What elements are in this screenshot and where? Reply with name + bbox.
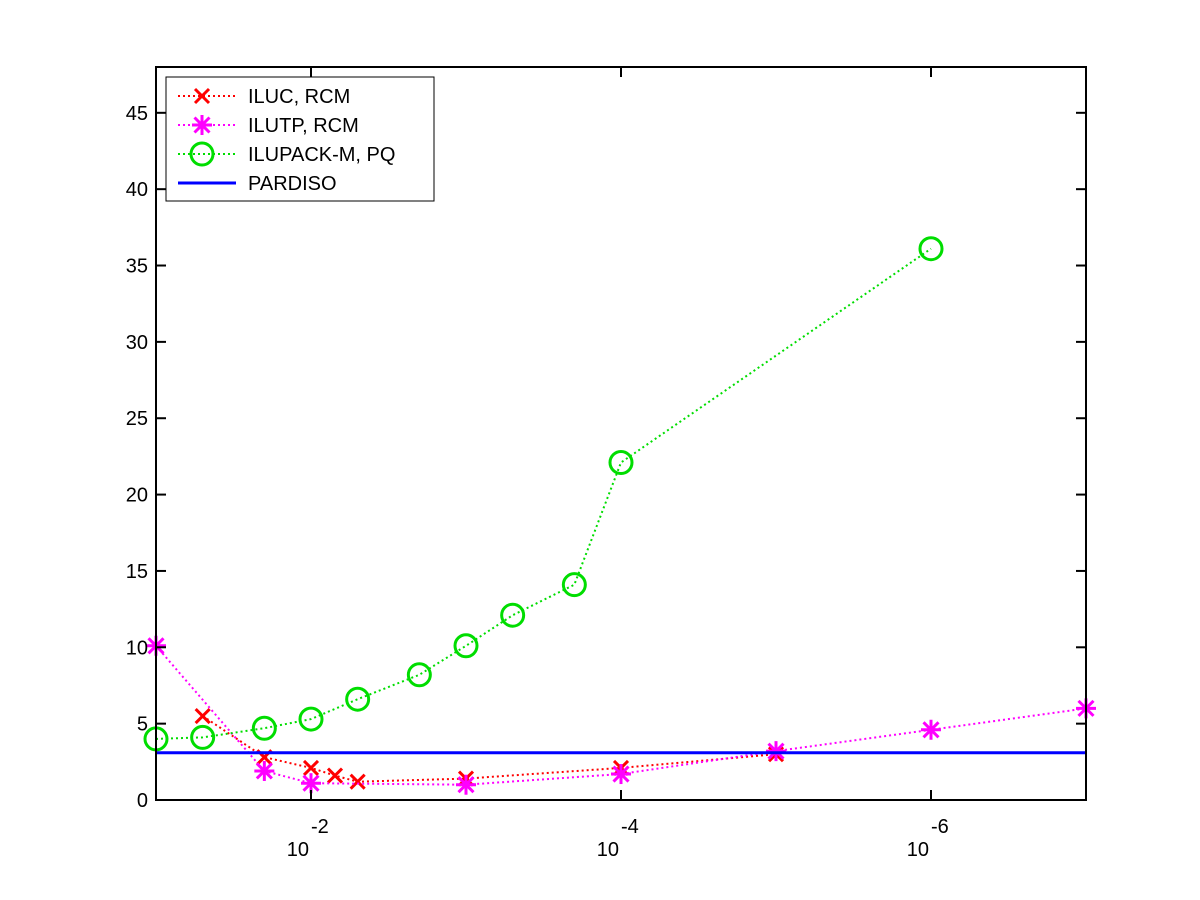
data-point-s0-2: [302, 759, 320, 776]
x-tick-label-base-1: 10: [597, 839, 619, 861]
legend-label-2: ILUPACK-M, PQ: [248, 144, 395, 166]
data-point-s2-9-ring: [608, 450, 634, 476]
legend-marker-2: [189, 141, 215, 167]
y-tick-label-0: 0: [137, 790, 148, 812]
data-point-s1-6: [921, 719, 941, 740]
x-tick-label-base-0: 10: [287, 839, 309, 861]
data-point-s2-3-ring: [298, 706, 324, 732]
data-point-s2-1: [190, 724, 216, 750]
data-point-s1-5: [766, 741, 786, 762]
x-tick-label-base-2: 10: [907, 839, 929, 861]
legend-label-0: ILUC, RCM: [248, 86, 350, 108]
legend-label-1: ILUTP, RCM: [248, 115, 359, 137]
data-point-s0-4-stroke-b: [349, 773, 366, 790]
data-point-s1-3-stroke-d: [457, 776, 475, 794]
series-line-2: [155, 247, 932, 740]
x-tick-label-exp-2: -6: [931, 816, 949, 838]
data-point-s2-7-ring: [500, 602, 526, 628]
x-tick-label-1: 10-4: [597, 816, 639, 861]
data-point-s2-6: [453, 633, 479, 659]
data-point-s0-0-stroke-b: [194, 707, 211, 725]
data-point-s1-4-stroke-d: [612, 765, 630, 783]
y-tick-label-5: 25: [126, 408, 148, 430]
legend-marker-2-ring: [189, 141, 215, 167]
data-point-s1-1-stroke-d: [255, 762, 273, 780]
legend-label-3: PARDISO: [248, 173, 337, 195]
data-point-s1-2: [301, 773, 321, 794]
y-tick-label-6: 30: [126, 332, 148, 354]
data-point-s2-3: [298, 706, 324, 732]
legend-marker-0: [193, 87, 211, 105]
data-point-s1-3: [456, 774, 476, 795]
data-point-s1-1: [254, 760, 275, 781]
legend-marker-1-stroke-d: [193, 116, 211, 134]
data-point-s0-4: [349, 773, 366, 790]
y-tick-label-1: 5: [137, 714, 148, 736]
data-point-s2-2: [251, 715, 277, 741]
legend-item-0: ILUC, RCM: [178, 86, 350, 108]
data-point-s2-10: [918, 236, 944, 262]
y-tick-label-7: 35: [126, 256, 148, 278]
data-point-s0-0: [194, 707, 211, 725]
x-tick-label-exp-0: -2: [311, 816, 329, 838]
data-point-s0-3: [326, 767, 344, 784]
x-tick-label-0: 10-2: [287, 816, 329, 861]
data-point-s1-2-stroke-d: [302, 774, 320, 792]
data-point-s2-9: [608, 450, 634, 476]
legend: ILUC, RCM ILUTP, RCM ILUPACK-M, PQ PARDISO: [165, 76, 435, 202]
y-tick-label-8: 40: [126, 179, 148, 201]
legend-item-2: ILUPACK-M, PQ: [178, 141, 395, 167]
data-point-s1-6-stroke-d: [922, 721, 940, 739]
x-tick-label-2: 10-6: [907, 816, 949, 861]
data-point-s2-6-ring: [453, 633, 479, 659]
y-tick-label-2: 10: [126, 637, 148, 659]
data-point-s2-8-ring: [561, 572, 587, 598]
y-tick-label-9: 45: [126, 103, 148, 125]
x-tick-label-exp-1: -4: [621, 816, 639, 838]
data-point-s1-5-stroke-d: [767, 742, 785, 760]
data-point-s2-7: [500, 602, 526, 628]
y-tick-label-4: 20: [126, 485, 148, 507]
data-point-s2-5: [406, 662, 432, 688]
data-point-s2-5-ring: [406, 662, 432, 688]
legend-box: [165, 76, 435, 202]
data-point-s2-4: [345, 686, 371, 712]
y-tick-label-3: 15: [126, 561, 148, 583]
data-point-s1-4: [611, 764, 631, 785]
data-point-s0-3-stroke-b: [326, 767, 344, 784]
data-point-s2-10-ring: [918, 236, 944, 262]
series-line-1: [155, 645, 1087, 786]
data-point-s2-1-ring: [190, 724, 216, 750]
legend-marker-1: [192, 115, 212, 135]
legend-marker-0-stroke-b: [193, 87, 211, 105]
legend-item-3: PARDISO: [178, 173, 337, 195]
data-point-s2-8: [561, 572, 587, 598]
data-point-s0-2-stroke-b: [302, 759, 320, 776]
series-layer: [143, 236, 1096, 795]
legend-item-1: ILUTP, RCM: [178, 115, 359, 137]
data-point-s2-2-ring: [251, 715, 277, 741]
data-point-s2-4-ring: [345, 686, 371, 712]
